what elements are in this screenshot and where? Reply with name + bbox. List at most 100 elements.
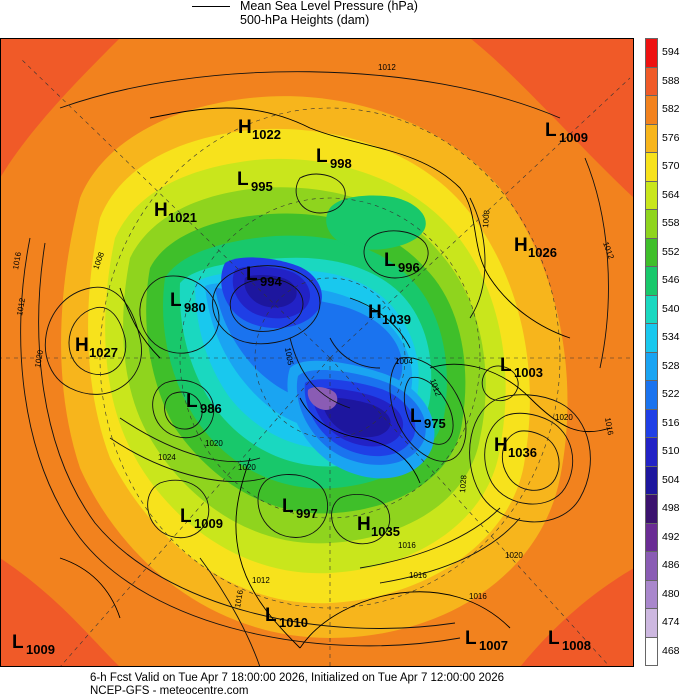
low-pressure-label: L 1003: [500, 355, 543, 380]
colorbar-level-label: 492: [662, 530, 680, 543]
isobar: [289, 337, 351, 409]
isobar: [139, 275, 220, 354]
system-letter: L: [237, 169, 249, 190]
isobar: [329, 337, 381, 369]
isobar: [152, 379, 215, 439]
coastline: [429, 363, 611, 433]
colorbar-level-label: 552: [662, 245, 680, 258]
coastline: [235, 457, 301, 649]
system-letter: L: [465, 628, 477, 649]
height-band-588-nw: [0, 38, 120, 178]
colorbar-swatch: [645, 237, 658, 267]
weather-map-canvas: 1012 1016 1020 1008 1012 1020 1024 1020 …: [0, 38, 634, 667]
isobar-label: 1020: [205, 439, 223, 448]
colorbar-level-label: 588: [662, 74, 680, 87]
colorbar-swatch: [645, 95, 658, 125]
low-pressure-label: L 995: [237, 169, 273, 194]
colorbar-level-label: 510: [662, 445, 680, 457]
system-letter: H: [494, 435, 508, 456]
isobar-label: 1012: [252, 576, 270, 585]
system-letter: L: [246, 264, 258, 285]
isobar-label: 1012: [15, 297, 27, 317]
isobar-label: 1016: [603, 417, 615, 437]
isobar: [584, 157, 609, 369]
system-value: 1007: [479, 638, 508, 653]
system-letter: H: [357, 514, 371, 535]
isobar-labels: 1012 1016 1020 1008 1012 1020 1024 1020 …: [11, 63, 616, 608]
isobar: [257, 474, 329, 538]
low-pressure-label: L 1007: [465, 628, 508, 653]
system-value: 1022: [252, 127, 281, 142]
system-letter: L: [282, 496, 294, 517]
system-value: 998: [330, 156, 352, 171]
forecast-valid-text: 6-h Fcst Valid on Tue Apr 7 18:00:00 202…: [90, 672, 505, 684]
system-value: 1010: [279, 615, 308, 630]
colorbar-level-label: 504: [662, 473, 680, 486]
meridian: [329, 357, 611, 667]
isobar: [164, 391, 203, 430]
system-letter: L: [265, 605, 277, 626]
system-letter: H: [368, 302, 382, 323]
system-value: 975: [424, 416, 446, 431]
isobar: [229, 278, 304, 332]
system-value: 1027: [89, 345, 118, 360]
height-band-588-ne: [470, 38, 634, 198]
system-letter: L: [12, 632, 24, 653]
colorbar-level-label: 582: [662, 103, 680, 115]
isobar-label: 1024: [158, 453, 176, 462]
low-pressure-label: L 997: [282, 496, 318, 521]
isobar: [109, 437, 266, 483]
system-letter: L: [316, 146, 328, 167]
isobar-label: 1005: [283, 347, 295, 367]
colorbar-swatch: [645, 522, 658, 552]
height-band-504-west: [244, 275, 297, 308]
isobar: [501, 430, 560, 491]
colorbar-swatch: [645, 38, 658, 68]
system-value: 986: [200, 401, 222, 416]
isobar: [481, 365, 519, 402]
source-credit-text: NCEP-GFS - meteocentre.com: [90, 685, 249, 697]
pressure-systems: H 1022 L 998 L 1009 L 995 H 1021: [12, 117, 591, 657]
colorbar-swatch: [645, 66, 658, 96]
colorbar-swatch: [645, 636, 658, 666]
colorbar-swatch: [645, 380, 658, 410]
system-letter: L: [180, 506, 192, 527]
low-pressure-label: L 994: [246, 264, 282, 289]
map-legend: Mean Sea Level Pressure (hPa) 500-hPa He…: [0, 0, 681, 38]
low-pressure-label: L 1010: [265, 605, 308, 630]
isobar-label: 1016: [233, 589, 245, 609]
coastline: [299, 591, 511, 649]
system-letter: L: [548, 628, 560, 649]
colorbar-level-label: 528: [662, 359, 680, 372]
map-footer: 6-h Fcst Valid on Tue Apr 7 18:00:00 202…: [90, 672, 650, 698]
colorbar-swatch: [645, 551, 658, 581]
isobar: [68, 306, 127, 376]
heights-legend-label: 500-hPa Heights (dam): [240, 13, 370, 27]
low-pressure-label: L 1008: [548, 628, 591, 653]
system-value: 1009: [26, 642, 55, 657]
system-value: 1009: [194, 516, 223, 531]
high-pressure-label: H 1035: [357, 514, 400, 539]
system-value: 1008: [562, 638, 591, 653]
mslp-legend-label: Mean Sea Level Pressure (hPa): [240, 0, 418, 13]
colorbar-level-label: 522: [662, 388, 680, 400]
colorbar-swatch: [645, 323, 658, 353]
map-frame: [0, 38, 634, 667]
height-band-588-sw: [0, 558, 120, 667]
isobar: [359, 507, 501, 569]
system-value: 996: [398, 260, 420, 275]
coastline: [149, 107, 571, 339]
height-band-546-north: [326, 195, 426, 250]
high-pressure-label: H 1026: [514, 235, 557, 260]
system-value: 1021: [168, 210, 197, 225]
colorbar-level-label: 498: [662, 502, 680, 514]
isobar-label: 1020: [505, 551, 523, 560]
isobar-label: 1008: [481, 209, 492, 228]
system-value: 1026: [528, 245, 557, 260]
system-letter: L: [410, 406, 422, 427]
colorbar-swatch: [645, 437, 658, 467]
isobar-label: 1028: [458, 474, 469, 493]
colorbar-swatch: [645, 294, 658, 324]
isobar-legend-line: [192, 6, 230, 7]
colorbar-level-label: 570: [662, 160, 680, 172]
